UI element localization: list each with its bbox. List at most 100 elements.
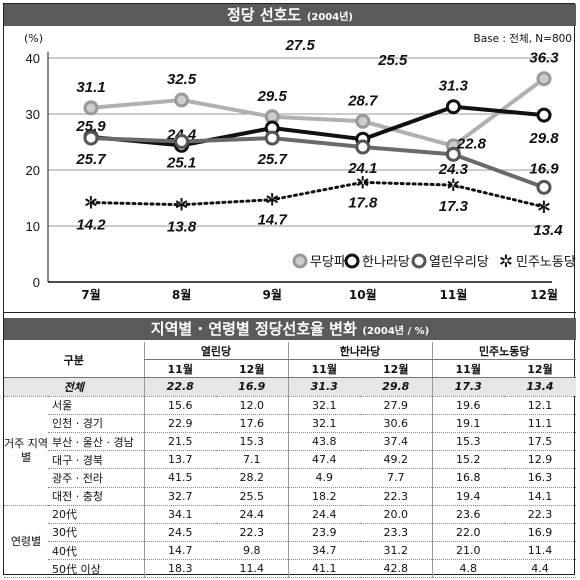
table-cell: 4.4 bbox=[504, 559, 576, 579]
table-cell: 11.4 bbox=[504, 541, 576, 561]
data-point bbox=[445, 99, 461, 115]
table-title-banner: 지역별 · 연령별 정당선호율 변화 (2004년 / %) bbox=[4, 318, 576, 340]
table-row: 50代 이상 18.3 11.4 41.1 42.8 4.8 4.4 bbox=[4, 559, 576, 579]
y-axis-unit: (%) bbox=[24, 32, 43, 45]
data-label: 28.7 bbox=[347, 92, 378, 109]
table-cell: 16.3 bbox=[504, 468, 576, 488]
y-tick-label: 10 bbox=[26, 219, 40, 234]
data-point bbox=[536, 107, 552, 123]
table-cell: 22.8 bbox=[143, 377, 216, 397]
table-cell: 25.5 bbox=[216, 487, 288, 506]
table-cell: 41.1 bbox=[287, 559, 360, 579]
x-tick-label: 7월 bbox=[81, 287, 100, 302]
line-chart: 0 10 20 30 40 (%) Base : 전체, N=800 7월 8월 9월 10월 11월… bbox=[24, 32, 576, 302]
table-cell: 24.4 bbox=[287, 505, 360, 524]
header-month: 11월 bbox=[431, 359, 504, 379]
table-row: 30代 24.5 22.3 23.9 23.3 22.0 16.9 bbox=[4, 523, 576, 543]
legend-label: 한나라당 bbox=[362, 255, 410, 270]
table-cell: 15.3 bbox=[431, 432, 504, 452]
table-cell: 22.3 bbox=[504, 505, 576, 524]
table-cell: 27.9 bbox=[360, 396, 432, 415]
y-tick-label: 40 bbox=[26, 51, 40, 66]
table-cell: 31.3 bbox=[287, 377, 360, 397]
data-label: 14.7 bbox=[258, 212, 288, 229]
row-label: 광주 · 전라 bbox=[48, 468, 144, 488]
legend-label: 민주노동당 bbox=[516, 255, 576, 270]
table-cell: 13.7 bbox=[143, 450, 216, 470]
table-cell: 28.2 bbox=[216, 468, 288, 488]
table-cell: 13.4 bbox=[504, 377, 576, 397]
table-cell: 7.1 bbox=[216, 450, 288, 470]
data-label: 29.5 bbox=[257, 88, 288, 105]
table-cell: 47.4 bbox=[287, 450, 360, 470]
table-cell: 24.5 bbox=[143, 523, 216, 543]
legend-marker bbox=[292, 253, 308, 269]
table-cell: 22.9 bbox=[143, 414, 216, 433]
x-tick-label: 10월 bbox=[349, 287, 377, 302]
y-tick-label: 30 bbox=[26, 107, 40, 122]
table-row: 40代 14.7 9.8 34.7 31.2 21.0 11.4 bbox=[4, 541, 576, 561]
table-cell: 32.1 bbox=[287, 414, 360, 433]
table-cell: 22.0 bbox=[431, 523, 504, 543]
series-line bbox=[90, 104, 545, 148]
table-cell: 19.1 bbox=[431, 414, 504, 433]
table-cell: 43.8 bbox=[287, 432, 360, 452]
table-row-total: 전체 22.8 16.9 31.3 29.8 17.3 13.4 bbox=[4, 377, 576, 397]
header-party: 한나라당 bbox=[287, 342, 432, 361]
base-note: Base : 전체, N=800 bbox=[474, 33, 572, 45]
table-cell: 23.6 bbox=[431, 505, 504, 524]
row-label: 대전 · 충청 bbox=[48, 487, 144, 506]
y-tick-label: 20 bbox=[26, 163, 40, 178]
row-label: 전체 bbox=[4, 377, 144, 397]
table-row: 거주 지역별 서울 15.6 12.0 32.1 27.9 19.6 12.1 bbox=[4, 396, 576, 506]
table-cell: 17.5 bbox=[504, 432, 576, 452]
data-label: 13.8 bbox=[167, 219, 197, 236]
data-label: 22.8 bbox=[456, 135, 487, 152]
legend-marker bbox=[344, 253, 360, 269]
legend-marker bbox=[411, 253, 427, 269]
legend-label: 무당파 bbox=[310, 255, 346, 270]
table-row: 부산 · 울산 · 경남 21.5 15.3 43.8 37.4 15.3 17.5 bbox=[4, 432, 576, 452]
section-divider bbox=[4, 312, 576, 313]
table-cell: 11.1 bbox=[504, 414, 576, 433]
table-cell: 7.7 bbox=[360, 468, 432, 488]
data-label: 25.7 bbox=[257, 151, 288, 168]
data-point bbox=[174, 133, 190, 149]
row-label: 30代 bbox=[48, 523, 144, 543]
series-line bbox=[89, 180, 546, 209]
table-cell: 21.0 bbox=[431, 541, 504, 561]
row-label: 인천 · 경기 bbox=[48, 414, 144, 433]
table-cell: 24.4 bbox=[216, 505, 288, 524]
data-label: 31.1 bbox=[76, 79, 105, 96]
chart-subtitle: (2004년) bbox=[306, 12, 353, 23]
header-month: 12월 bbox=[360, 359, 432, 379]
data-point: ✲ bbox=[537, 198, 551, 218]
data-table: 구분 열린당 한나라당 민주노동당 11월 12월 11월 12월 11월 12월 전체 22.8 16… bbox=[4, 342, 576, 579]
section-label: 연령별 bbox=[4, 505, 48, 579]
header-party: 열린당 bbox=[143, 342, 288, 361]
data-point: ✲ bbox=[174, 196, 188, 216]
table-row: 대전 · 충청 32.7 25.5 18.2 22.3 19.4 14.1 bbox=[4, 487, 576, 506]
row-label: 서울 bbox=[48, 396, 144, 415]
table-cell: 49.2 bbox=[360, 450, 432, 470]
table-cell: 20.0 bbox=[360, 505, 432, 524]
series-line bbox=[90, 77, 546, 148]
data-label: 36.3 bbox=[529, 50, 559, 67]
row-label: 40代 bbox=[48, 541, 144, 561]
x-tick-label: 11월 bbox=[440, 287, 468, 302]
table-cell: 16.9 bbox=[504, 523, 576, 543]
data-label: 25.1 bbox=[166, 154, 196, 171]
table-cell: 16.8 bbox=[431, 468, 504, 488]
header-category-label: 구분 bbox=[4, 342, 144, 379]
table-cell: 37.4 bbox=[360, 432, 432, 452]
x-tick-label: 8월 bbox=[172, 287, 191, 302]
table-row: 광주 · 전라 41.5 28.2 4.9 7.7 16.8 16.3 bbox=[4, 468, 576, 488]
table-cell: 23.3 bbox=[360, 523, 432, 543]
data-point bbox=[355, 139, 371, 155]
table-cell: 15.6 bbox=[143, 396, 216, 415]
table-cell: 22.3 bbox=[360, 487, 432, 506]
data-point bbox=[83, 100, 99, 116]
y-tick-label: 0 bbox=[33, 275, 40, 290]
series-line bbox=[90, 136, 545, 190]
header-month: 11월 bbox=[287, 359, 360, 379]
